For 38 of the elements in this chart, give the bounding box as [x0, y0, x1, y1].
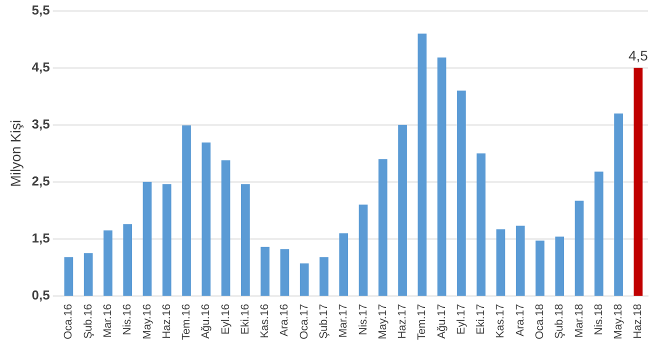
- x-tick-label: Mar.16: [102, 304, 114, 338]
- y-axis-title: Milyon Kişi: [7, 120, 24, 187]
- x-tick-label: Haz.18: [632, 304, 644, 339]
- x-tick-label: Tem.17: [416, 304, 428, 340]
- x-tick-label: Mar.17: [338, 304, 350, 338]
- y-tick-label: 3,5: [32, 116, 50, 132]
- x-tick-label: Ağu.17: [436, 304, 448, 339]
- x-tick-label: Eki.17: [475, 304, 488, 335]
- x-tick-label: May.16: [141, 304, 154, 340]
- x-tick-label: Ara.17: [514, 304, 526, 336]
- x-tick-label: Oca.16: [62, 304, 75, 340]
- y-tick-label: 0,5: [32, 288, 50, 303]
- x-tick-label: Şub.16: [82, 304, 94, 339]
- x-tick-label: Oca.17: [298, 304, 310, 340]
- x-tick-label: Mar.18: [573, 304, 586, 338]
- x-tick-label: Eki.16: [239, 304, 252, 335]
- data-label: 4,5: [628, 48, 648, 64]
- y-tick-label: 4,5: [32, 59, 50, 74]
- x-tick-label: May.17: [376, 304, 389, 340]
- x-tick-label: Tem.16: [180, 304, 193, 340]
- y-tick-label: 2,5: [32, 173, 50, 188]
- x-tick-label: Ağu.16: [200, 304, 212, 339]
- x-tick-label: Haz.17: [396, 304, 409, 339]
- x-tick-label: Oca.18: [534, 304, 546, 340]
- y-tick-label: 5,5: [32, 2, 50, 18]
- x-tick-label: Ara.16: [278, 304, 291, 336]
- x-tick-label: Şub.17: [318, 304, 330, 339]
- x-tick-label: Eyl.17: [455, 304, 468, 335]
- x-tick-label: Şub.18: [554, 304, 566, 339]
- x-tick-label: Haz.16: [160, 304, 173, 339]
- x-tick-label: Nis.16: [122, 304, 134, 336]
- x-tick-label: Eyl.16: [220, 304, 232, 335]
- x-tick-label: Kas.17: [494, 304, 507, 338]
- x-tick-label: Nis.18: [592, 304, 605, 336]
- x-tick-label: Nis.17: [357, 304, 370, 336]
- x-tick-label: Kas.16: [259, 304, 272, 338]
- y-tick-label: 1,5: [32, 230, 50, 246]
- x-tick-label: May.18: [612, 304, 625, 340]
